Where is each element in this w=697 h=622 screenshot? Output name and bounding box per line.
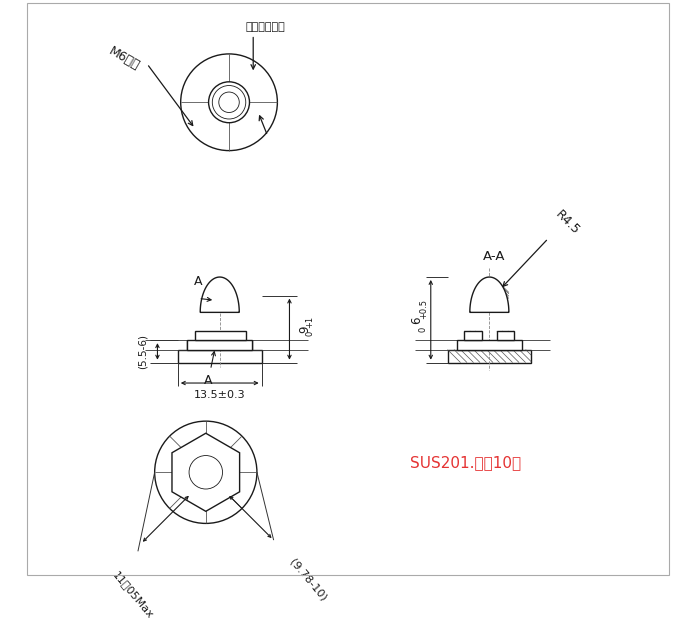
Text: R4.5: R4.5 (552, 208, 582, 237)
Text: SUS201.数量10万: SUS201.数量10万 (411, 455, 521, 470)
Text: A: A (204, 374, 213, 387)
Text: A-A: A-A (483, 250, 505, 263)
Text: 6: 6 (411, 316, 423, 323)
Text: 0: 0 (305, 331, 314, 337)
Circle shape (208, 82, 250, 123)
Bar (457, 340, 522, 350)
Bar (447, 350, 531, 363)
Circle shape (189, 455, 222, 489)
Polygon shape (172, 434, 240, 511)
Text: +0.5: +0.5 (419, 299, 428, 318)
Polygon shape (200, 277, 239, 312)
Bar (194, 331, 246, 340)
Circle shape (181, 54, 277, 151)
Text: (9.78-10): (9.78-10) (288, 557, 328, 603)
Circle shape (155, 421, 257, 523)
Text: (5.5-6): (5.5-6) (137, 334, 147, 369)
Text: M6反牙: M6反牙 (107, 45, 142, 73)
Text: 此面滚防滑齿: 此面滚防滑齿 (246, 22, 286, 32)
Circle shape (219, 92, 239, 113)
Text: A: A (194, 275, 203, 288)
Bar (464, 331, 482, 340)
Text: +1: +1 (305, 315, 314, 328)
Circle shape (213, 86, 246, 119)
Text: 11．05Max: 11．05Max (111, 570, 155, 621)
Bar (178, 350, 261, 363)
Text: 13.5±0.3: 13.5±0.3 (194, 391, 245, 401)
Bar (187, 340, 252, 350)
Polygon shape (470, 277, 509, 312)
Bar (497, 331, 514, 340)
Text: 0: 0 (419, 327, 428, 332)
Text: 9: 9 (298, 325, 311, 333)
